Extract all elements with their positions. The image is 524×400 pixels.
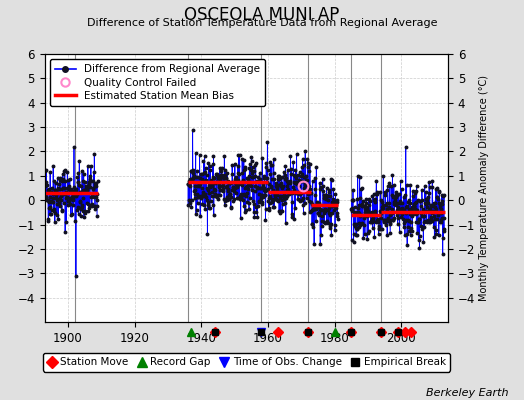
- Text: Berkeley Earth: Berkeley Earth: [426, 388, 508, 398]
- Text: Difference of Station Temperature Data from Regional Average: Difference of Station Temperature Data f…: [87, 18, 437, 28]
- Y-axis label: Monthly Temperature Anomaly Difference (°C): Monthly Temperature Anomaly Difference (…: [479, 75, 489, 301]
- Legend: Difference from Regional Average, Quality Control Failed, Estimated Station Mean: Difference from Regional Average, Qualit…: [50, 59, 265, 106]
- Legend: Station Move, Record Gap, Time of Obs. Change, Empirical Break: Station Move, Record Gap, Time of Obs. C…: [42, 353, 450, 372]
- Text: OSCEOLA MUNI AP: OSCEOLA MUNI AP: [184, 6, 340, 24]
